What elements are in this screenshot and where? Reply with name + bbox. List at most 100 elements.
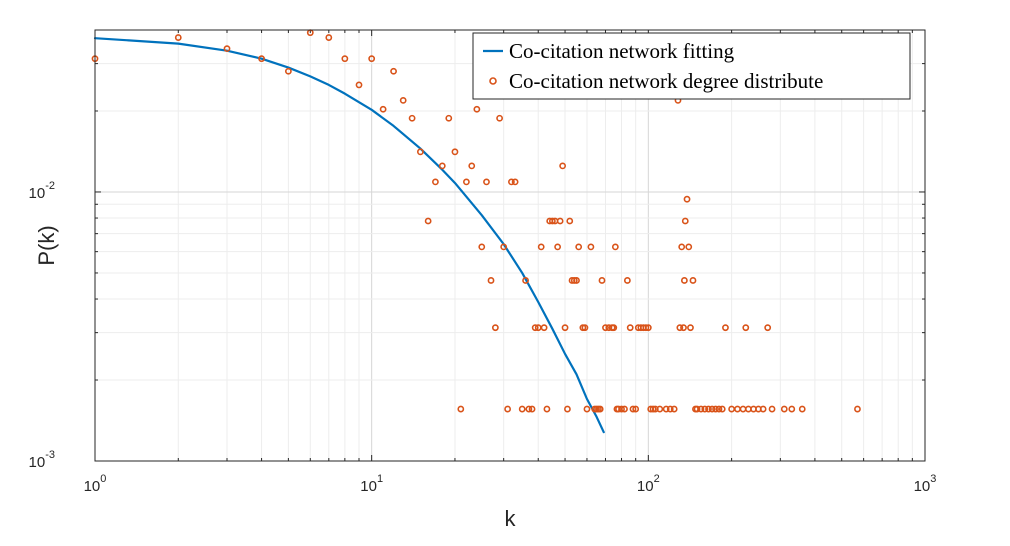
data-point	[451, 148, 459, 156]
data-point	[680, 277, 688, 284]
data-point	[581, 324, 589, 332]
data-point	[611, 243, 619, 251]
data-point	[678, 243, 686, 251]
data-point	[483, 178, 490, 186]
data-point	[537, 243, 545, 251]
data-point	[742, 324, 750, 332]
x-tick-label: 103	[914, 473, 937, 495]
data-point	[708, 405, 716, 413]
data-point	[798, 405, 806, 413]
data-point	[438, 162, 446, 170]
data-point	[644, 324, 652, 332]
data-point	[554, 243, 562, 251]
data-point	[284, 67, 292, 75]
y-tick-label: 10-2	[29, 180, 55, 202]
data-point	[780, 405, 788, 413]
data-point	[596, 405, 604, 413]
data-point	[355, 81, 363, 89]
data-point	[583, 405, 591, 413]
y-axis-label: P(k)	[34, 225, 59, 265]
data-point	[548, 217, 556, 225]
data-point	[573, 277, 580, 284]
data-point	[543, 405, 551, 413]
grid	[95, 30, 925, 461]
data-point	[685, 243, 693, 251]
data-point	[615, 405, 622, 413]
data-point	[468, 162, 476, 170]
data-point	[462, 178, 470, 186]
data-point	[445, 114, 453, 122]
data-point	[712, 405, 719, 413]
data-point	[788, 405, 796, 413]
legend-box	[472, 32, 911, 100]
data-point	[715, 405, 723, 413]
data-point	[561, 324, 569, 332]
data-point	[718, 405, 726, 413]
data-point	[556, 217, 564, 225]
data-point	[223, 45, 231, 53]
data-point	[525, 405, 533, 413]
data-point	[739, 405, 747, 413]
data-point	[368, 55, 376, 63]
legend-swatch-degree	[489, 77, 497, 85]
data-point	[642, 324, 650, 332]
x-axis-label: k	[505, 506, 517, 531]
degree-scatter-series	[91, 29, 861, 413]
data-point	[656, 405, 664, 413]
data-point	[693, 405, 701, 413]
data-point	[487, 277, 495, 284]
data-point	[618, 405, 625, 413]
data-point	[570, 277, 578, 284]
data-point	[496, 114, 503, 122]
data-point	[602, 324, 609, 332]
data-point	[508, 178, 515, 186]
data-point	[854, 405, 861, 413]
data-point	[626, 324, 634, 332]
data-point	[522, 277, 529, 284]
data-point	[504, 405, 512, 413]
data-point	[666, 405, 674, 413]
data-point	[683, 195, 691, 203]
data-point	[528, 405, 536, 413]
x-tick-label: 100	[84, 473, 107, 495]
data-point	[478, 243, 486, 251]
fit-line-series	[93, 37, 605, 434]
data-point	[587, 243, 595, 251]
data-point	[566, 217, 574, 225]
legend: Co-citation network fitting Co-citation …	[472, 32, 911, 100]
data-point	[258, 55, 265, 63]
data-point	[424, 217, 432, 225]
data-point	[390, 67, 397, 75]
data-point	[629, 405, 637, 413]
data-point	[341, 55, 349, 63]
data-point	[701, 405, 709, 413]
data-point	[621, 405, 628, 413]
y-tick-label: 10-3	[29, 449, 55, 471]
data-point	[416, 148, 424, 156]
data-point	[764, 324, 772, 332]
data-point	[687, 324, 694, 332]
legend-entry-fitting: Co-citation network fitting	[509, 39, 735, 63]
data-point	[680, 324, 687, 332]
data-point	[681, 217, 689, 225]
plot-frame	[94, 29, 926, 462]
data-point	[564, 405, 571, 413]
data-point	[705, 405, 712, 413]
data-point	[540, 324, 548, 332]
data-point	[511, 178, 519, 186]
data-point	[676, 324, 684, 332]
legend-entry-degree: Co-citation network degree distribute	[509, 69, 823, 93]
data-point	[623, 277, 631, 284]
data-point	[610, 324, 618, 332]
data-point	[734, 405, 741, 413]
fit-line	[93, 37, 605, 434]
data-point	[559, 162, 567, 170]
data-point	[518, 405, 526, 413]
data-point	[379, 105, 387, 113]
data-point	[457, 405, 465, 413]
data-point	[768, 405, 776, 413]
data-point	[575, 243, 583, 251]
data-point	[408, 114, 416, 122]
axis-ticks: 100 101 102 103 10-3 10-2	[29, 29, 937, 495]
